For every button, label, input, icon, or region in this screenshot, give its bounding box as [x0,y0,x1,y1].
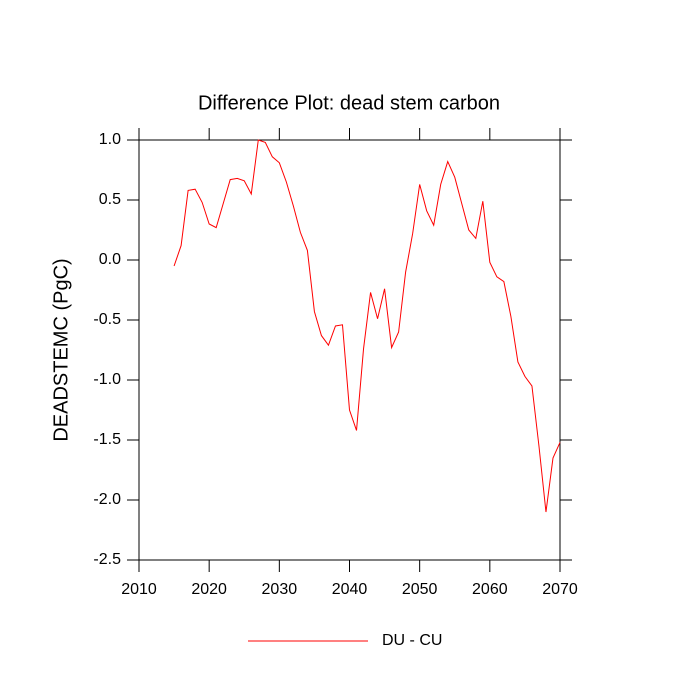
x-tick-label: 2020 [191,581,227,598]
x-tick-label: 2070 [542,581,578,598]
x-tick-label: 2060 [472,581,508,598]
y-axis-label: DEADSTEMC (PgC) [50,258,72,441]
x-tick-label: 2030 [262,581,298,598]
x-tick-label: 2010 [121,581,157,598]
legend-label: DU - CU [382,632,442,649]
y-tick-label: -2.0 [93,491,121,508]
x-tick-label: 2040 [332,581,368,598]
y-tick-label: 0.5 [99,191,121,208]
chart-title: Difference Plot: dead stem carbon [198,92,500,114]
y-tick-label: 0.0 [99,251,121,268]
y-tick-label: -2.5 [93,551,121,568]
y-tick-label: 1.0 [99,131,121,148]
y-tick-label: -1.0 [93,371,121,388]
y-tick-label: -1.5 [93,431,121,448]
y-tick-label: -0.5 [93,311,121,328]
data-line [173,139,561,513]
x-tick-label: 2050 [402,581,438,598]
